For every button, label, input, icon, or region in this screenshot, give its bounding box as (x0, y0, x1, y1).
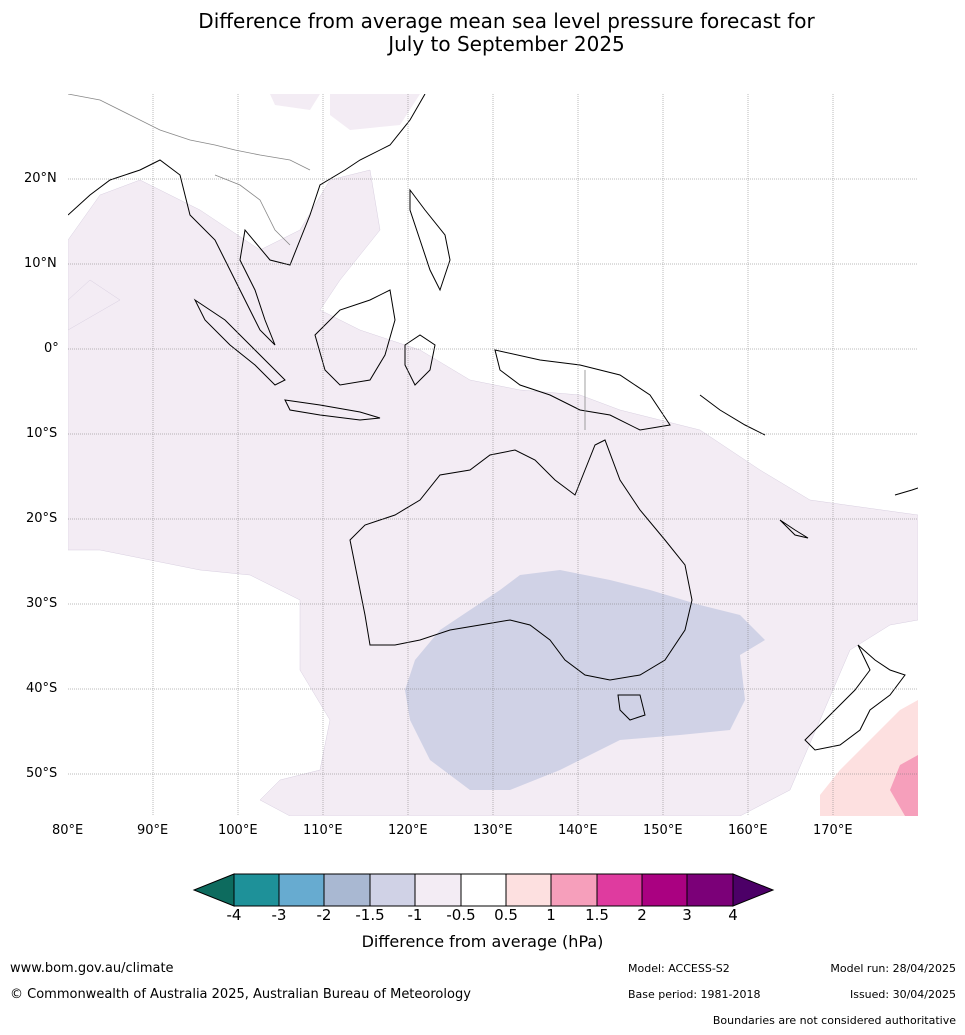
colorbar-swatch (414, 873, 462, 907)
colorbar-tick: 1.5 (585, 906, 609, 924)
colorbar-tick: -3 (271, 906, 287, 924)
colorbar-swatch (323, 873, 371, 907)
colorbar-tick: 3 (682, 906, 692, 924)
disclaimer-text: Boundaries are not considered authoritat… (712, 1014, 956, 1027)
colorbar-tick: 4 (728, 906, 738, 924)
colorbar-swatch (233, 873, 280, 907)
colorbar-title: Difference from average (hPa) (361, 932, 604, 951)
chart-title: Difference from average mean sea level p… (0, 10, 965, 56)
colorbar-swatch (505, 873, 552, 907)
lat-label: 0° (44, 341, 59, 356)
colorbar (192, 873, 775, 907)
lat-label: 30°S (26, 596, 58, 611)
colorbar-swatch (460, 873, 507, 907)
lat-label: 10°N (24, 256, 57, 271)
colorbar-tick: -1.5 (355, 906, 385, 924)
anomaly-region-light-north (270, 94, 420, 130)
colorbar-swatch (369, 873, 416, 907)
lon-label: 110°E (303, 823, 343, 838)
colorbar-tick: -1 (407, 906, 423, 924)
colorbar-tick: 2 (637, 906, 647, 924)
colorbar-swatch (550, 873, 598, 907)
lon-label: 130°E (473, 823, 513, 838)
issued-text: Issued: 30/04/2025 (849, 988, 956, 1001)
lon-label: 80°E (52, 823, 84, 838)
lon-label: 90°E (137, 823, 169, 838)
lat-label: 50°S (26, 766, 58, 781)
title-line-1: Difference from average mean sea level p… (198, 9, 815, 33)
gridlines (68, 94, 918, 816)
lat-label: 20°S (26, 511, 58, 526)
base-period-text: Base period: 1981-2018 (628, 988, 761, 1001)
copyright-text: © Commonwealth of Australia 2025, Austra… (10, 987, 471, 1002)
model-text: Model: ACCESS-S2 (628, 962, 730, 975)
borders (68, 94, 586, 430)
colorbar-swatch (596, 873, 643, 907)
lat-label: 20°N (24, 171, 57, 186)
model-run-text: Model run: 28/04/2025 (830, 962, 956, 975)
colorbar-extend-low (192, 873, 235, 907)
lon-label: 160°E (728, 823, 768, 838)
lon-label: 100°E (218, 823, 258, 838)
anomaly-region-pink-strong (890, 755, 918, 816)
colorbar-swatch (278, 873, 325, 907)
colorbar-swatch (686, 873, 734, 907)
colorbar-tick: -0.5 (446, 906, 476, 924)
coastlines (68, 94, 918, 751)
colorbar-tick: -4 (226, 906, 242, 924)
lon-label: 120°E (388, 823, 428, 838)
website-link[interactable]: www.bom.gov.au/climate (10, 961, 174, 976)
lon-label: 140°E (558, 823, 598, 838)
lon-label: 170°E (813, 823, 853, 838)
colorbar-tick: 1 (546, 906, 556, 924)
colorbar-swatch (641, 873, 688, 907)
lat-label: 10°S (26, 426, 58, 441)
colorbar-tick: -2 (316, 906, 332, 924)
colorbar-tick: 0.5 (494, 906, 518, 924)
lon-label: 150°E (643, 823, 683, 838)
title-line-2: July to September 2025 (388, 32, 625, 56)
anomaly-region-medium (405, 570, 765, 790)
colorbar-extend-high (732, 873, 775, 907)
lat-label: 40°S (26, 681, 58, 696)
